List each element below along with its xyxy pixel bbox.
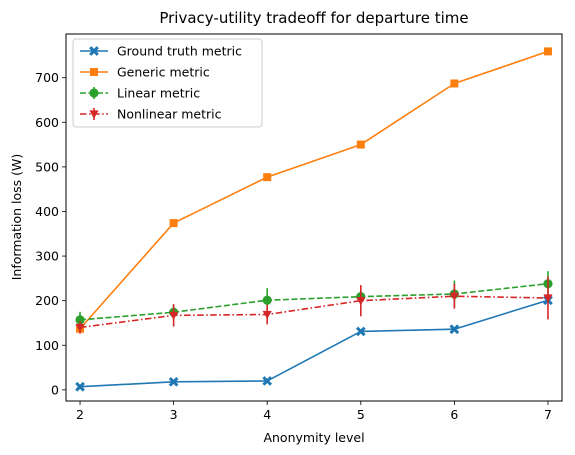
y-tick-label: 500 xyxy=(35,159,59,174)
legend-label: Linear metric xyxy=(117,86,200,101)
data-point xyxy=(262,295,272,305)
x-tick-label: 4 xyxy=(263,407,271,422)
data-point xyxy=(543,47,552,56)
y-tick-label: 400 xyxy=(35,204,59,219)
x-tick-label: 7 xyxy=(544,407,552,422)
legend-item: Linear metric xyxy=(80,86,200,101)
legend-marker xyxy=(90,68,98,76)
series-3 xyxy=(75,276,553,334)
x-axis-label: Anonymity level xyxy=(263,430,364,445)
legend-label: Nonlinear metric xyxy=(117,107,222,122)
x-tick-label: 2 xyxy=(76,407,84,422)
data-point xyxy=(75,315,85,325)
x-tick-label: 3 xyxy=(170,407,178,422)
series-line xyxy=(79,50,549,330)
data-point xyxy=(543,294,553,303)
chart-title: Privacy-utility tradeoff for departure t… xyxy=(159,9,468,27)
data-point xyxy=(356,297,366,306)
legend-marker xyxy=(89,46,99,56)
y-tick-label: 600 xyxy=(35,115,59,130)
data-point xyxy=(262,376,273,386)
data-point xyxy=(262,310,272,320)
data-point xyxy=(169,311,179,320)
series-0 xyxy=(75,295,553,392)
data-point xyxy=(169,219,178,228)
legend-item: Nonlinear metric xyxy=(80,107,222,122)
legend-label: Ground truth metric xyxy=(117,44,242,59)
plot-series xyxy=(75,47,553,392)
plot-frame xyxy=(65,33,563,402)
data-point xyxy=(263,173,272,182)
series-line xyxy=(79,295,548,329)
legend: Ground truth metric Generic metric Linear … xyxy=(72,38,263,128)
data-point xyxy=(450,79,459,88)
data-point xyxy=(168,376,179,387)
data-point xyxy=(75,381,85,392)
data-point xyxy=(75,323,85,333)
data-point xyxy=(355,326,366,337)
data-point xyxy=(449,292,459,301)
series-line xyxy=(79,299,549,388)
data-point xyxy=(356,140,365,149)
legend-box xyxy=(72,38,263,128)
y-tick-label: 200 xyxy=(35,293,59,308)
legend-item: Generic metric xyxy=(80,65,210,80)
x-tick-label: 5 xyxy=(357,407,365,422)
y-tick-label: 100 xyxy=(35,338,59,353)
axis-ticks: 2 3 4 5 6 7 0 100 200 300 400 500 600 700 xyxy=(35,70,552,422)
y-tick-label: 300 xyxy=(35,249,59,264)
legend-marker xyxy=(89,110,99,119)
legend-label: Generic metric xyxy=(117,65,210,80)
legend-marker xyxy=(89,88,99,98)
y-tick-label: 700 xyxy=(35,70,59,85)
data-point xyxy=(449,324,460,335)
legend-item: Ground truth metric xyxy=(80,44,242,59)
x-tick-label: 6 xyxy=(450,407,458,422)
series-line xyxy=(79,282,549,321)
y-axis-label: Information loss (W) xyxy=(9,154,24,281)
y-tick-label: 0 xyxy=(51,382,59,397)
